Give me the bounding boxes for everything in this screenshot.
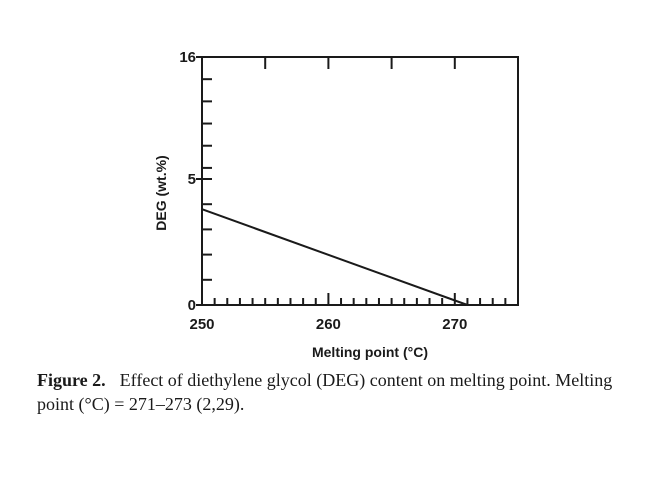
y-tick-label: 0 bbox=[188, 297, 196, 314]
series-layer bbox=[201, 208, 468, 306]
caption-text: Effect of diethylene glycol (DEG) conten… bbox=[37, 370, 613, 414]
y-tick-labels: 0 5 16 bbox=[179, 49, 196, 314]
x-tick-label: 270 bbox=[442, 316, 467, 333]
y-tick-label: 5 bbox=[188, 171, 196, 188]
x-tick-label: 260 bbox=[316, 316, 341, 333]
figure-caption: Figure 2. Effect of diethylene glycol (DE… bbox=[37, 368, 647, 416]
y-axis-title: DEG (wt.%) bbox=[153, 155, 169, 230]
y-tick-label: 16 bbox=[179, 49, 196, 66]
series-line bbox=[201, 208, 468, 306]
x-axis-title: Melting point (°C) bbox=[312, 344, 428, 360]
figure-number: Figure 2. bbox=[37, 370, 106, 390]
plot-frame bbox=[201, 56, 519, 306]
tick-marks bbox=[196, 56, 507, 306]
x-tick-labels: 250 260 270 bbox=[189, 316, 467, 333]
chart: 250 260 270 0 5 16 Melting point (°C) DEG (w… bbox=[153, 49, 519, 360]
x-tick-label: 250 bbox=[189, 316, 214, 333]
